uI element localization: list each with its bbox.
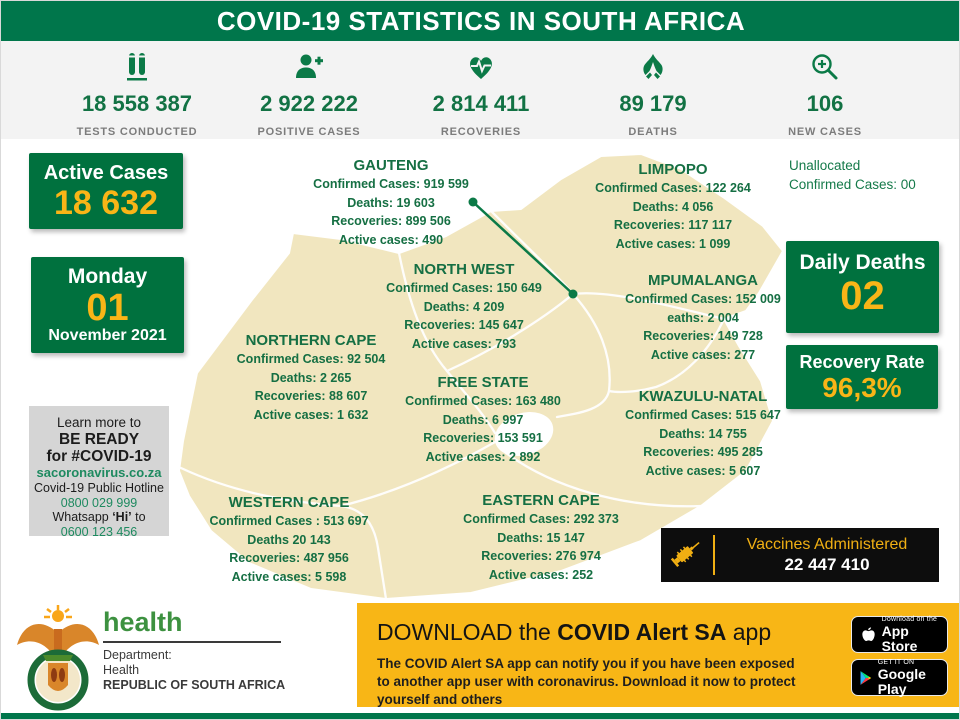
praying-hands-icon — [637, 51, 669, 83]
date-month-year: November 2021 — [48, 327, 167, 344]
whatsapp-number: 0600 123 456 — [60, 524, 138, 539]
header-banner: COVID-19 STATISTICS IN SOUTH AFRICA — [1, 1, 959, 41]
department-block: health Department: Health REPUBLIC OF SO… — [103, 607, 353, 693]
province-borders — [179, 209, 726, 601]
stat-positive-cases: 2 922 222 POSITIVE CASES — [223, 41, 395, 138]
date-number: 01 — [86, 287, 129, 329]
stat-new-cases: 106 NEW CASES — [739, 41, 911, 138]
map-outline — [178, 153, 784, 600]
stat-value: 106 — [806, 91, 844, 116]
daily-deaths-label: Daily Deaths — [799, 251, 926, 274]
vaccines-box: Vaccines Administered 22 447 410 — [661, 528, 939, 582]
learn-more-line2: BE READY — [58, 431, 140, 448]
syringe-icon — [661, 534, 713, 577]
province-northern-cape: NORTHERN CAPE Confirmed Cases: 92 504 De… — [236, 332, 386, 422]
app-store-badge[interactable]: Download on the App Store — [851, 616, 948, 653]
stat-recoveries: 2 814 411 RECOVERIES — [395, 41, 567, 138]
national-stats-bar: 18 558 387 TESTS CONDUCTED 2 922 222 POS… — [1, 41, 959, 139]
gauteng-leader-line — [468, 197, 578, 299]
province-mpumalanga: MPUMALANGA Confirmed Cases: 152 009 eath… — [625, 272, 781, 362]
health-logo-text: health — [103, 607, 183, 637]
hotline-label: Covid-19 Public Hotline — [34, 481, 164, 495]
bottom-green-strip — [1, 713, 959, 719]
daily-deaths-value: 02 — [840, 274, 885, 318]
stat-deaths: 89 179 DEATHS — [567, 41, 739, 138]
stat-label: DEATHS — [628, 126, 678, 138]
south-africa-map — [178, 153, 784, 601]
stat-value: 18 558 387 — [81, 91, 193, 116]
province-kwazulu-natal: KWAZULU-NATAL Confirmed Cases: 515 647 D… — [625, 388, 781, 478]
apple-icon — [862, 627, 875, 641]
unallocated-line1: Unallocated — [789, 158, 861, 173]
province-eastern-cape: EASTERN CAPE Confirmed Cases: 292 373 De… — [463, 492, 619, 582]
google-play-icon — [860, 670, 872, 685]
vaccines-value: 22 447 410 — [784, 554, 870, 574]
magnifier-plus-icon — [809, 51, 841, 83]
app-banner-title: DOWNLOAD the COVID Alert SA app — [377, 619, 772, 645]
sacoronavirus-link[interactable]: sacoronavirus.co.za — [36, 465, 162, 480]
active-cases-value: 18 632 — [54, 184, 158, 222]
province-free-state: FREE STATE Confirmed Cases: 163 480 Deat… — [405, 374, 561, 464]
divider — [713, 535, 715, 575]
active-cases-box: Active Cases 18 632 — [29, 153, 183, 229]
whatsapp-line: Whatsapp ‘Hi’ to — [52, 510, 146, 524]
unallocated-cases: Unallocated Confirmed Cases: 00 — [789, 156, 916, 194]
stat-tests-conducted: 18 558 387 TESTS CONDUCTED — [51, 41, 223, 138]
learn-more-line3: for #COVID-19 — [46, 448, 152, 465]
recovery-rate-box: Recovery Rate 96,3% — [786, 345, 938, 409]
divider — [103, 641, 281, 643]
heart-pulse-icon — [465, 51, 497, 83]
dept-line2: Health — [103, 663, 140, 677]
recovery-rate-label: Recovery Rate — [799, 352, 925, 372]
stat-value: 89 179 — [619, 91, 687, 116]
province-limpopo: LIMPOPO Confirmed Cases: 122 264 Deaths:… — [595, 161, 751, 251]
learn-more-box: Learn more to BE READY for #COVID-19 sac… — [29, 406, 169, 539]
gplay-small-text: GET IT ON — [877, 658, 915, 666]
app-banner-description: The COVID Alert SA app can notify you if… — [377, 656, 796, 707]
date-box: Monday 01 November 2021 — [31, 257, 184, 353]
google-play-badge[interactable]: GET IT ON Google Play — [851, 659, 948, 696]
learn-more-line1: Learn more to — [56, 415, 142, 430]
stat-label: POSITIVE CASES — [257, 126, 361, 138]
test-tubes-icon — [122, 51, 152, 83]
hotline-number: 0800 029 999 — [60, 495, 138, 510]
appstore-small-text: Download on the — [881, 615, 938, 623]
stat-value: 2 814 411 — [432, 91, 530, 116]
positive-person-icon — [293, 51, 325, 83]
stat-label: NEW CASES — [788, 126, 862, 138]
south-africa-coat-of-arms — [17, 605, 99, 711]
province-north-west: NORTH WEST Confirmed Cases: 150 649 Deat… — [386, 261, 542, 351]
lesotho-cutout — [494, 411, 554, 457]
date-day: Monday — [67, 265, 148, 288]
unallocated-line2: Confirmed Cases: 00 — [789, 177, 916, 192]
province-western-cape: WESTERN CAPE Confirmed Cases : 513 697 D… — [209, 494, 369, 584]
dept-line1: Department: — [103, 648, 172, 662]
page-title: COVID-19 STATISTICS IN SOUTH AFRICA — [216, 5, 746, 36]
appstore-big-text: App Store — [881, 622, 918, 654]
daily-deaths-box: Daily Deaths 02 — [786, 241, 939, 333]
dept-line3: REPUBLIC OF SOUTH AFRICA — [103, 678, 286, 692]
active-cases-label: Active Cases — [43, 162, 169, 184]
stat-label: TESTS CONDUCTED — [76, 126, 198, 138]
stat-label: RECOVERIES — [440, 126, 522, 138]
stat-value: 2 922 222 — [260, 91, 358, 116]
vaccines-label: Vaccines Administered — [746, 535, 908, 553]
gplay-big-text: Google Play — [877, 665, 926, 697]
province-gauteng: GAUTENG Confirmed Cases: 919 599 Deaths:… — [313, 157, 469, 247]
covid-alert-app-banner: DOWNLOAD the COVID Alert SA app The COVI… — [357, 603, 959, 707]
recovery-rate-value: 96,3% — [822, 372, 902, 403]
